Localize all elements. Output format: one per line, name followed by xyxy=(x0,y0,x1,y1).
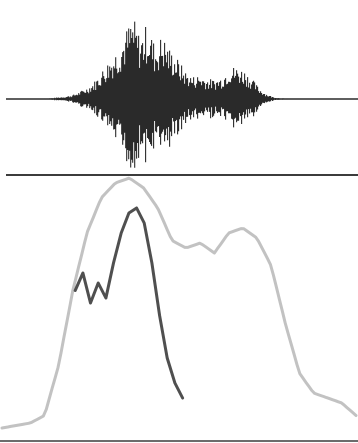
contour-panel xyxy=(0,176,358,443)
waveform-plot xyxy=(6,21,358,176)
speech-waveform xyxy=(44,21,289,168)
intensity-contour xyxy=(0,176,358,430)
pitch-contour xyxy=(73,206,185,400)
waveform-panel xyxy=(0,0,358,176)
contour-plot xyxy=(0,176,358,442)
